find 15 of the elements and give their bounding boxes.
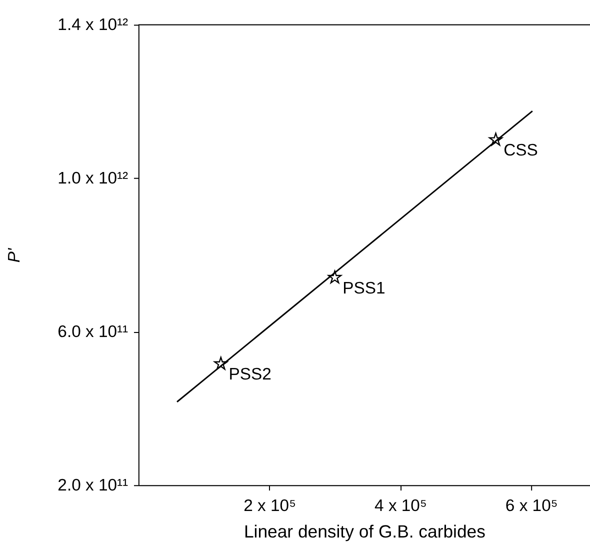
y-tick-label: 6.0 x 10¹¹ xyxy=(58,322,129,342)
x-axis-title: Linear density of G.B. carbides xyxy=(244,522,486,542)
point xyxy=(488,132,503,146)
y-tick-label: 2.0 x 10¹¹ xyxy=(58,476,129,495)
annotation: PSS2 xyxy=(228,364,272,384)
y-tick-label: 1.0 x 10¹² xyxy=(58,168,129,188)
point xyxy=(214,356,228,370)
x-tick-label: 4 x 10⁵ xyxy=(374,496,427,516)
x-tick-label: 2 x 10⁵ xyxy=(244,496,296,516)
y-axis-title: P' xyxy=(4,247,24,263)
x-tick-label: 6 x 10⁵ xyxy=(505,496,558,516)
y-tick-label: 1.4 x 10¹² xyxy=(58,15,129,34)
annotation: CSS xyxy=(504,140,538,160)
annotation: PSS1 xyxy=(342,278,386,298)
point xyxy=(328,270,342,284)
